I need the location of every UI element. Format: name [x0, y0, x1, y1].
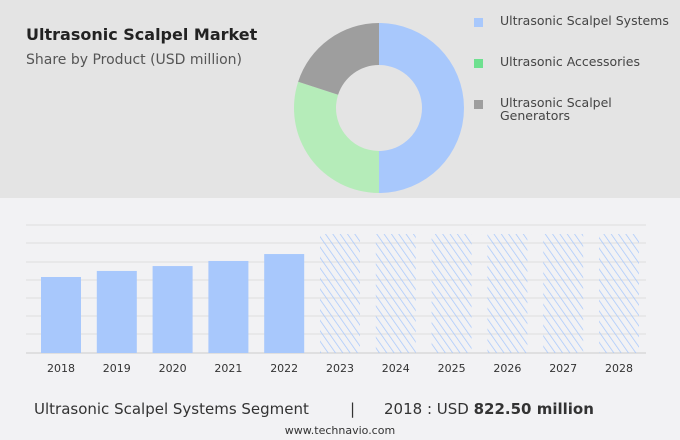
separator: | [350, 400, 356, 418]
forecast-bar [320, 234, 360, 353]
x-tick-label: 2028 [605, 362, 633, 375]
x-tick-label: 2023 [326, 362, 354, 375]
bar [96, 270, 137, 353]
x-tick-label: 2027 [549, 362, 577, 375]
legend-label: Ultrasonic Scalpel Systems [500, 13, 669, 28]
legend: Ultrasonic Scalpel Systems Ultrasonic Ac… [474, 14, 674, 122]
x-tick-label: 2026 [493, 362, 521, 375]
chart-title: Ultrasonic Scalpel Market [26, 25, 258, 44]
x-tick-label: 2019 [103, 362, 131, 375]
year-label: 2018 : USD [384, 400, 469, 418]
x-tick-label: 2018 [47, 362, 75, 375]
legend-item: Ultrasonic Scalpel Generators [474, 96, 674, 122]
segment-label: Ultrasonic Scalpel Systems Segment [34, 400, 309, 418]
bar [208, 260, 249, 353]
x-tick-label: 2024 [382, 362, 410, 375]
segment-value: 2018 : USD 822.50 million [384, 400, 594, 418]
forecast-bar [599, 234, 639, 353]
forecast-bar [487, 234, 528, 353]
bar [41, 277, 81, 353]
donut-slice [298, 22, 379, 95]
legend-swatch [474, 59, 483, 68]
x-tick-label: 2025 [438, 362, 466, 375]
bar [264, 254, 305, 353]
forecast-bar [431, 234, 472, 353]
legend-swatch [474, 100, 483, 109]
x-tick-label: 2020 [159, 362, 187, 375]
chart-subtitle: Share by Product (USD million) [26, 52, 243, 68]
legend-item: Ultrasonic Accessories [474, 55, 674, 81]
forecast-bar [375, 234, 416, 353]
legend-label: Ultrasonic Scalpel Generators [500, 95, 612, 123]
x-tick-label: 2021 [214, 362, 242, 375]
legend-swatch [474, 18, 483, 27]
bar [152, 266, 193, 353]
x-tick-label: 2022 [270, 362, 298, 375]
forecast-bar [543, 234, 584, 353]
legend-label: Ultrasonic Accessories [500, 54, 640, 69]
value-text: 822.50 million [473, 400, 594, 418]
donut-slice [379, 23, 464, 193]
donut-slice [294, 81, 379, 193]
website: www.technavio.com [284, 424, 396, 437]
legend-item: Ultrasonic Scalpel Systems [474, 14, 674, 40]
